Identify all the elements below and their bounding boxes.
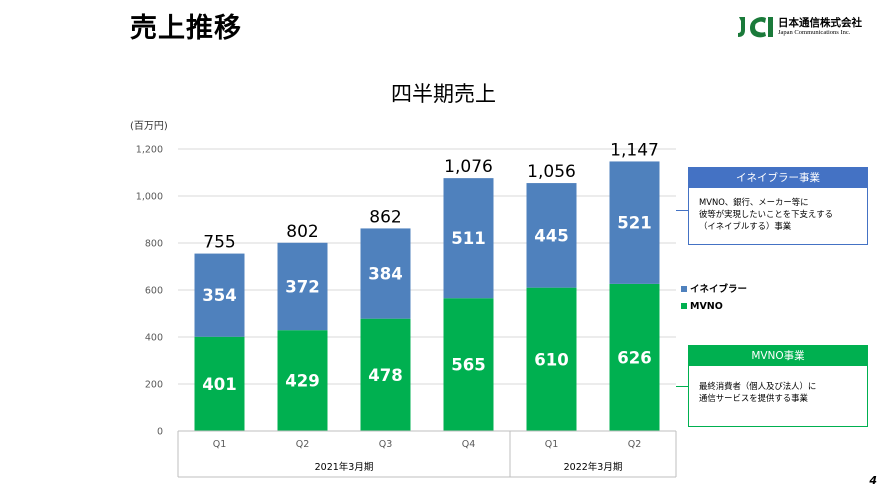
enabler-callout-line: 彼等が実現したいことを下支えする — [699, 209, 833, 219]
y-tick-label: 200 — [145, 380, 163, 391]
mvno-callout-line: 通信サービスを提供する事業 — [699, 393, 808, 403]
bar-total-label: 1,076 — [444, 157, 493, 177]
legend-label-mvno: MVNO — [690, 301, 723, 312]
bar-value-label: 372 — [285, 277, 319, 296]
bar-value-label: 354 — [202, 286, 236, 305]
mvno-callout-line: 最終消費者（個人及び法人）に — [699, 381, 817, 391]
company-name-en: Japan Communications Inc. — [778, 29, 851, 36]
bar-value-label: 445 — [534, 226, 568, 245]
y-tick-label: 400 — [145, 333, 163, 344]
bar-value-label: 401 — [202, 375, 236, 394]
x-group-label: 2021年3月期 — [315, 461, 374, 473]
y-axis-unit-label: (百万円) — [130, 120, 168, 132]
bar-total-label: 802 — [286, 222, 318, 242]
bar-value-label: 511 — [451, 229, 485, 248]
bar-total-label: 1,056 — [527, 162, 576, 182]
y-tick-label: 800 — [145, 239, 163, 250]
page-number: 4 — [869, 474, 877, 487]
bar-total-label: 862 — [369, 207, 401, 227]
x-tick-label: Q1 — [545, 439, 559, 450]
legend-item-enabler: イネイブラー — [681, 281, 747, 295]
bar-segment-mvno — [360, 318, 411, 431]
y-tick-label: 1,200 — [136, 145, 163, 156]
bar-segment-mvno — [609, 283, 660, 431]
mvno-callout-title: MVNO事業 — [689, 346, 867, 366]
bar-value-label: 521 — [617, 214, 651, 233]
bar-total-label: 1,147 — [610, 140, 659, 160]
x-tick-label: Q1 — [213, 439, 227, 450]
jci-logo-icon — [738, 17, 773, 38]
bar-value-label: 610 — [534, 350, 568, 369]
bar-value-label: 626 — [617, 348, 651, 367]
x-tick-label: Q4 — [462, 439, 476, 450]
bar-segment-enabler — [526, 183, 577, 288]
y-tick-label: 1,000 — [136, 192, 163, 203]
company-logo: 日本通信株式会社 Japan Communications Inc. — [736, 15, 876, 41]
enabler-callout-title: イネイブラー事業 — [689, 168, 867, 188]
x-tick-label: Q3 — [379, 439, 393, 450]
bar-segment-mvno — [194, 336, 245, 431]
legend-swatch-enabler — [681, 286, 687, 292]
enabler-callout-line: （イネイブルする）事業 — [699, 221, 792, 231]
x-tick-label: Q2 — [296, 439, 310, 450]
enabler-callout-body: MVNO、銀行、メーカー等に 彼等が実現したいことを下支えする （イネイブルする… — [689, 188, 867, 232]
bar-segment-enabler — [609, 161, 660, 284]
bar-segment-enabler — [360, 228, 411, 319]
bar-segment-enabler — [194, 253, 245, 337]
bar-value-label: 429 — [285, 372, 319, 391]
legend-label-enabler: イネイブラー — [690, 284, 748, 295]
mvno-callout-body: 最終消費者（個人及び法人）に 通信サービスを提供する事業 — [689, 366, 867, 404]
enabler-business-callout: イネイブラー事業 MVNO、銀行、メーカー等に 彼等が実現したいことを下支えする… — [688, 167, 868, 245]
chart-title: 四半期売上 — [391, 82, 496, 106]
mvno-business-callout: MVNO事業 最終消費者（個人及び法人）に 通信サービスを提供する事業 — [688, 345, 868, 427]
bar-total-label: 755 — [203, 233, 235, 253]
enabler-callout-connector — [676, 210, 688, 212]
y-tick-label: 600 — [145, 286, 163, 297]
legend-item-mvno: MVNO — [681, 301, 723, 312]
y-tick-label: 0 — [157, 427, 163, 438]
legend-swatch-mvno — [681, 303, 687, 309]
enabler-callout-line: MVNO、銀行、メーカー等に — [699, 197, 809, 207]
bar-segment-mvno — [277, 330, 328, 431]
bar-segment-enabler — [277, 242, 328, 331]
mvno-callout-connector — [676, 386, 688, 388]
x-group-label: 2022年3月期 — [564, 461, 623, 473]
company-name: 日本通信株式会社 — [778, 17, 862, 29]
bar-segment-enabler — [443, 178, 494, 299]
bar-segment-mvno — [443, 298, 494, 431]
bar-value-label: 384 — [368, 265, 402, 284]
x-tick-label: Q2 — [628, 439, 642, 450]
bar-value-label: 478 — [368, 366, 402, 385]
slide-title: 売上推移 — [130, 13, 242, 44]
bar-value-label: 565 — [451, 356, 485, 375]
bar-segment-mvno — [526, 287, 577, 431]
